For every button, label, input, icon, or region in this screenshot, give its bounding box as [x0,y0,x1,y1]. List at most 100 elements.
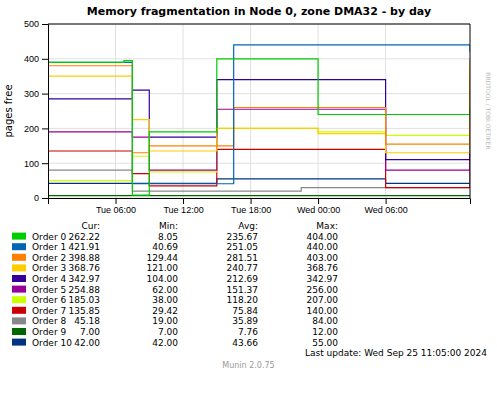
legend-stat: 121.00 [147,263,179,273]
axis-line [42,25,49,199]
title: Memory fragmentation in Node 0, zone DMA… [87,5,431,18]
legend-stat: 19.00 [152,316,178,326]
legend-swatch [12,264,26,271]
legend-stat: 35.89 [232,316,258,326]
tick-label: Wed 06:00 [364,205,407,215]
legend-stat: 129.44 [147,253,179,263]
legend-stat: 185.03 [69,295,101,305]
legend-swatch [12,339,26,346]
legend-swatch [12,233,26,240]
series-line [48,59,470,195]
last-update: Last update: Wed Sep 25 11:05:00 2024 [305,348,487,358]
series-line [48,79,470,160]
tick: Tue 06:00 [96,198,136,215]
tick: Tue 18:00 [231,198,271,215]
legend-header: Cur: [81,221,100,231]
axis-line [48,24,470,25]
tick-mark [386,198,387,204]
legend-header: Min: [159,221,178,231]
legend-stat: 12.00 [312,327,338,337]
grid-line-x [250,24,251,198]
legend-stat: 151.37 [227,285,259,295]
tick: Tue 12:00 [163,198,203,215]
legend-stat: 38.00 [152,295,178,305]
legend-header: Max: [316,221,338,231]
grid-line-x [115,24,116,198]
legend-stat: 135.85 [69,306,101,316]
legend-stat: 118.20 [227,295,259,305]
tick-label: 0 [34,193,39,203]
legend-label: Order 10 [32,338,72,348]
tick: 400 [24,54,48,64]
tick-mark [42,59,48,60]
series-line [48,109,470,170]
legend-stat: 29.42 [152,306,178,316]
legend-stat: 75.84 [232,306,258,316]
legend-stat: 45.18 [74,316,100,326]
legend-stat: 42.00 [152,338,178,348]
legend-label: Order 0 [32,232,66,242]
legend-stat: 368.76 [307,263,339,273]
legend-stat: 84.00 [312,316,338,326]
axis-line [49,199,471,205]
legend-swatch [12,275,26,282]
legend-stat: 140.00 [307,306,339,316]
legend-stat: 421.91 [69,242,101,252]
grid-line-y [48,93,470,94]
tick-label: Tue 12:00 [163,205,203,215]
tick-mark [42,128,48,129]
legend-label: Order 8 [32,316,66,326]
tick-label: Tue 06:00 [96,205,136,215]
footer: Munin 2.0.75 [222,361,274,370]
legend-label: Order 5 [32,285,66,295]
tick-label: Tue 18:00 [231,205,271,215]
legend-label: Order 7 [32,306,66,316]
legend-stat: 8.05 [158,232,178,242]
legend-swatch [12,307,26,314]
legend-stat: 55.00 [312,338,338,348]
legend-stat: 104.00 [147,274,179,284]
tick-mark [318,198,319,204]
legend-stat: 398.88 [69,253,101,263]
tick: 100 [24,159,48,169]
legend-swatch [12,317,26,324]
tick-label: Wed 00:00 [297,205,340,215]
legend-stat: 7.76 [238,327,258,337]
legend-stat: 403.00 [307,253,339,263]
legend-stat: 440.00 [307,242,339,252]
tick-mark [183,198,184,204]
legend-stat: 404.00 [307,232,339,242]
tick-mark [42,163,48,164]
legend-label: Order 2 [32,253,66,263]
grid-line-y [48,24,470,25]
legend-stat: 256.00 [307,285,339,295]
tick-label: 200 [24,124,39,134]
legend-stat: 368.76 [69,263,101,273]
legend-swatch [12,328,26,335]
legend-stat: 251.05 [227,242,259,252]
legend-stat: 207.00 [307,295,339,305]
tick-label: 300 [24,89,39,99]
y-axis: 0 100 200 300 400 500 [24,19,49,203]
legend-stat: 62.00 [152,285,178,295]
series-line [48,59,470,153]
legend-stat: 262.22 [69,232,101,242]
grid-line-y [48,163,470,164]
axis-line [470,24,471,198]
series-line [48,149,470,187]
tick-label: 500 [24,19,39,29]
tick: 200 [24,124,48,134]
grid [48,24,470,198]
legend-swatch [12,296,26,303]
tick: Wed 00:00 [297,198,340,215]
legend-stat: 43.66 [232,338,258,348]
lines [48,45,470,196]
legend-table: Cur:Min:Avg:Max:Order 0262.228.05235.674… [12,221,338,348]
legend-stat: 212.69 [227,274,259,284]
tick: 300 [24,89,48,99]
tick-label: 400 [24,54,39,64]
legend-stat: 240.77 [227,263,259,273]
tick-mark [42,24,48,25]
legend-label: Order 1 [32,242,66,252]
legend-stat: 342.97 [307,274,339,284]
